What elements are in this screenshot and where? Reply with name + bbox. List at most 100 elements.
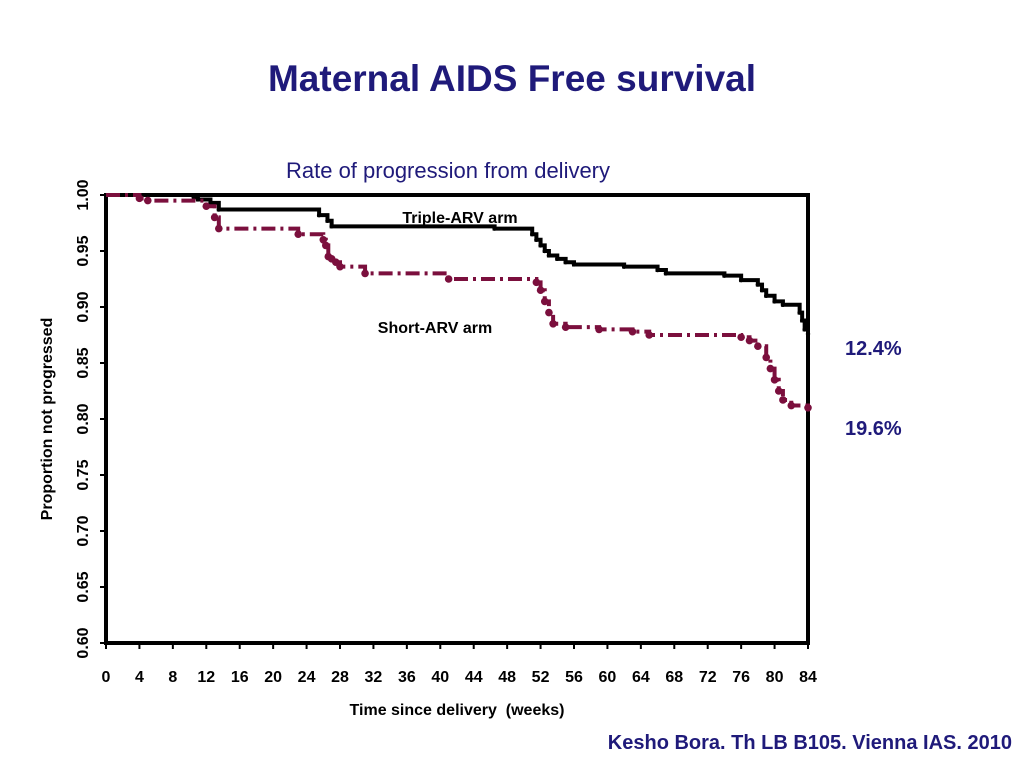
y-tick-label: 0.60 [75,627,92,658]
event-marker [787,401,796,410]
chart-subtitle: Rate of progression from delivery [285,158,611,183]
x-tick-label: 44 [465,669,483,686]
x-tick-label: 60 [599,669,617,686]
event-marker [745,336,754,345]
event-marker [208,200,213,206]
x-tick-label: 48 [498,669,516,686]
citation: Kesho Bora. Th LB B105. Vienna IAS. 2010 [607,732,1012,754]
x-tick-label: 20 [264,669,282,686]
event-marker [216,207,222,212]
event-marker [774,387,783,395]
event-marker [766,364,775,373]
event-marker [655,267,660,273]
slide-title: Maternal AIDS Free survival [267,58,757,99]
y-tick-label: 0.75 [75,459,92,490]
event-marker [797,310,802,315]
x-axis-label: Time since delivery (weeks) [350,702,565,719]
event-marker [804,404,812,412]
series-line-short-arv [106,193,810,408]
event-marker [542,248,547,254]
end-label-triple-arv: 12.4% [845,338,902,360]
event-marker [621,264,627,269]
event-marker [538,243,543,248]
event-marker [663,271,669,276]
x-tick-label: 80 [766,669,784,686]
event-marker [532,278,541,287]
x-tick-label: 72 [699,669,717,686]
y-tick-label: 0.65 [75,571,92,602]
y-tick-label: 0.95 [75,235,92,266]
event-marker [135,194,144,203]
event-marker [779,396,787,404]
event-marker [195,197,201,202]
y-tick-label: 0.80 [75,403,92,434]
event-marker [143,196,152,205]
x-tick-label: 4 [135,669,144,686]
event-marker [321,241,330,250]
event-marker [540,297,549,306]
y-tick-label: 0.85 [75,347,92,378]
event-marker [215,224,223,233]
y-tick-label: 0.70 [75,515,92,546]
event-marker [530,232,535,237]
event-marker [444,275,453,283]
event-marker [325,218,330,223]
event-marker [770,376,779,384]
y-tick-label: 0.90 [75,291,92,322]
end-label-short-arv: 19.6% [845,418,902,440]
y-axis-label: Proportion not progressed [39,318,56,521]
event-marker [645,331,654,339]
series-label-short-arv: Short-ARV arm [378,320,492,337]
x-tick-label: 76 [732,669,750,686]
x-tick-label: 16 [231,669,249,686]
event-marker [492,226,497,231]
event-marker [780,302,786,307]
event-marker [536,286,545,295]
event-marker [534,237,539,242]
y-tick-label: 1.00 [75,179,92,210]
event-marker [755,282,761,287]
event-marker [805,331,811,337]
x-tick-label: 0 [102,669,111,686]
event-marker [546,253,552,258]
event-marker [545,308,553,317]
event-marker [571,262,577,267]
event-marker [361,269,369,278]
x-tick-label: 24 [298,669,316,686]
event-marker [561,323,570,331]
event-marker [759,288,765,293]
x-tick-label: 8 [168,669,177,686]
x-tick-label: 28 [331,669,349,686]
event-marker [294,230,303,238]
event-marker [336,262,344,271]
event-marker [329,224,334,229]
event-marker [738,277,744,283]
event-marker [754,342,762,351]
x-tick-label: 32 [365,669,383,686]
event-marker [737,333,745,342]
event-marker [563,260,568,265]
event-marker [191,195,196,200]
event-marker [316,212,322,218]
event-marker [549,320,557,328]
series-label-triple-arv: Triple-ARV arm [402,210,517,227]
x-tick-label: 84 [799,669,817,686]
event-marker [802,327,807,332]
event-marker [555,256,560,262]
x-tick-label: 52 [532,669,550,686]
event-marker [722,273,727,278]
event-marker [595,325,603,334]
event-marker [772,299,777,304]
event-marker [202,202,211,210]
x-tick-label: 40 [431,669,449,686]
x-tick-label: 12 [197,669,215,686]
x-tick-label: 56 [565,669,583,686]
event-marker [628,327,637,336]
event-marker [210,213,219,222]
x-tick-label: 64 [632,669,650,686]
event-marker [762,353,771,362]
plot-frame [104,193,810,645]
x-tick-label: 68 [665,669,683,686]
event-marker [764,293,769,298]
